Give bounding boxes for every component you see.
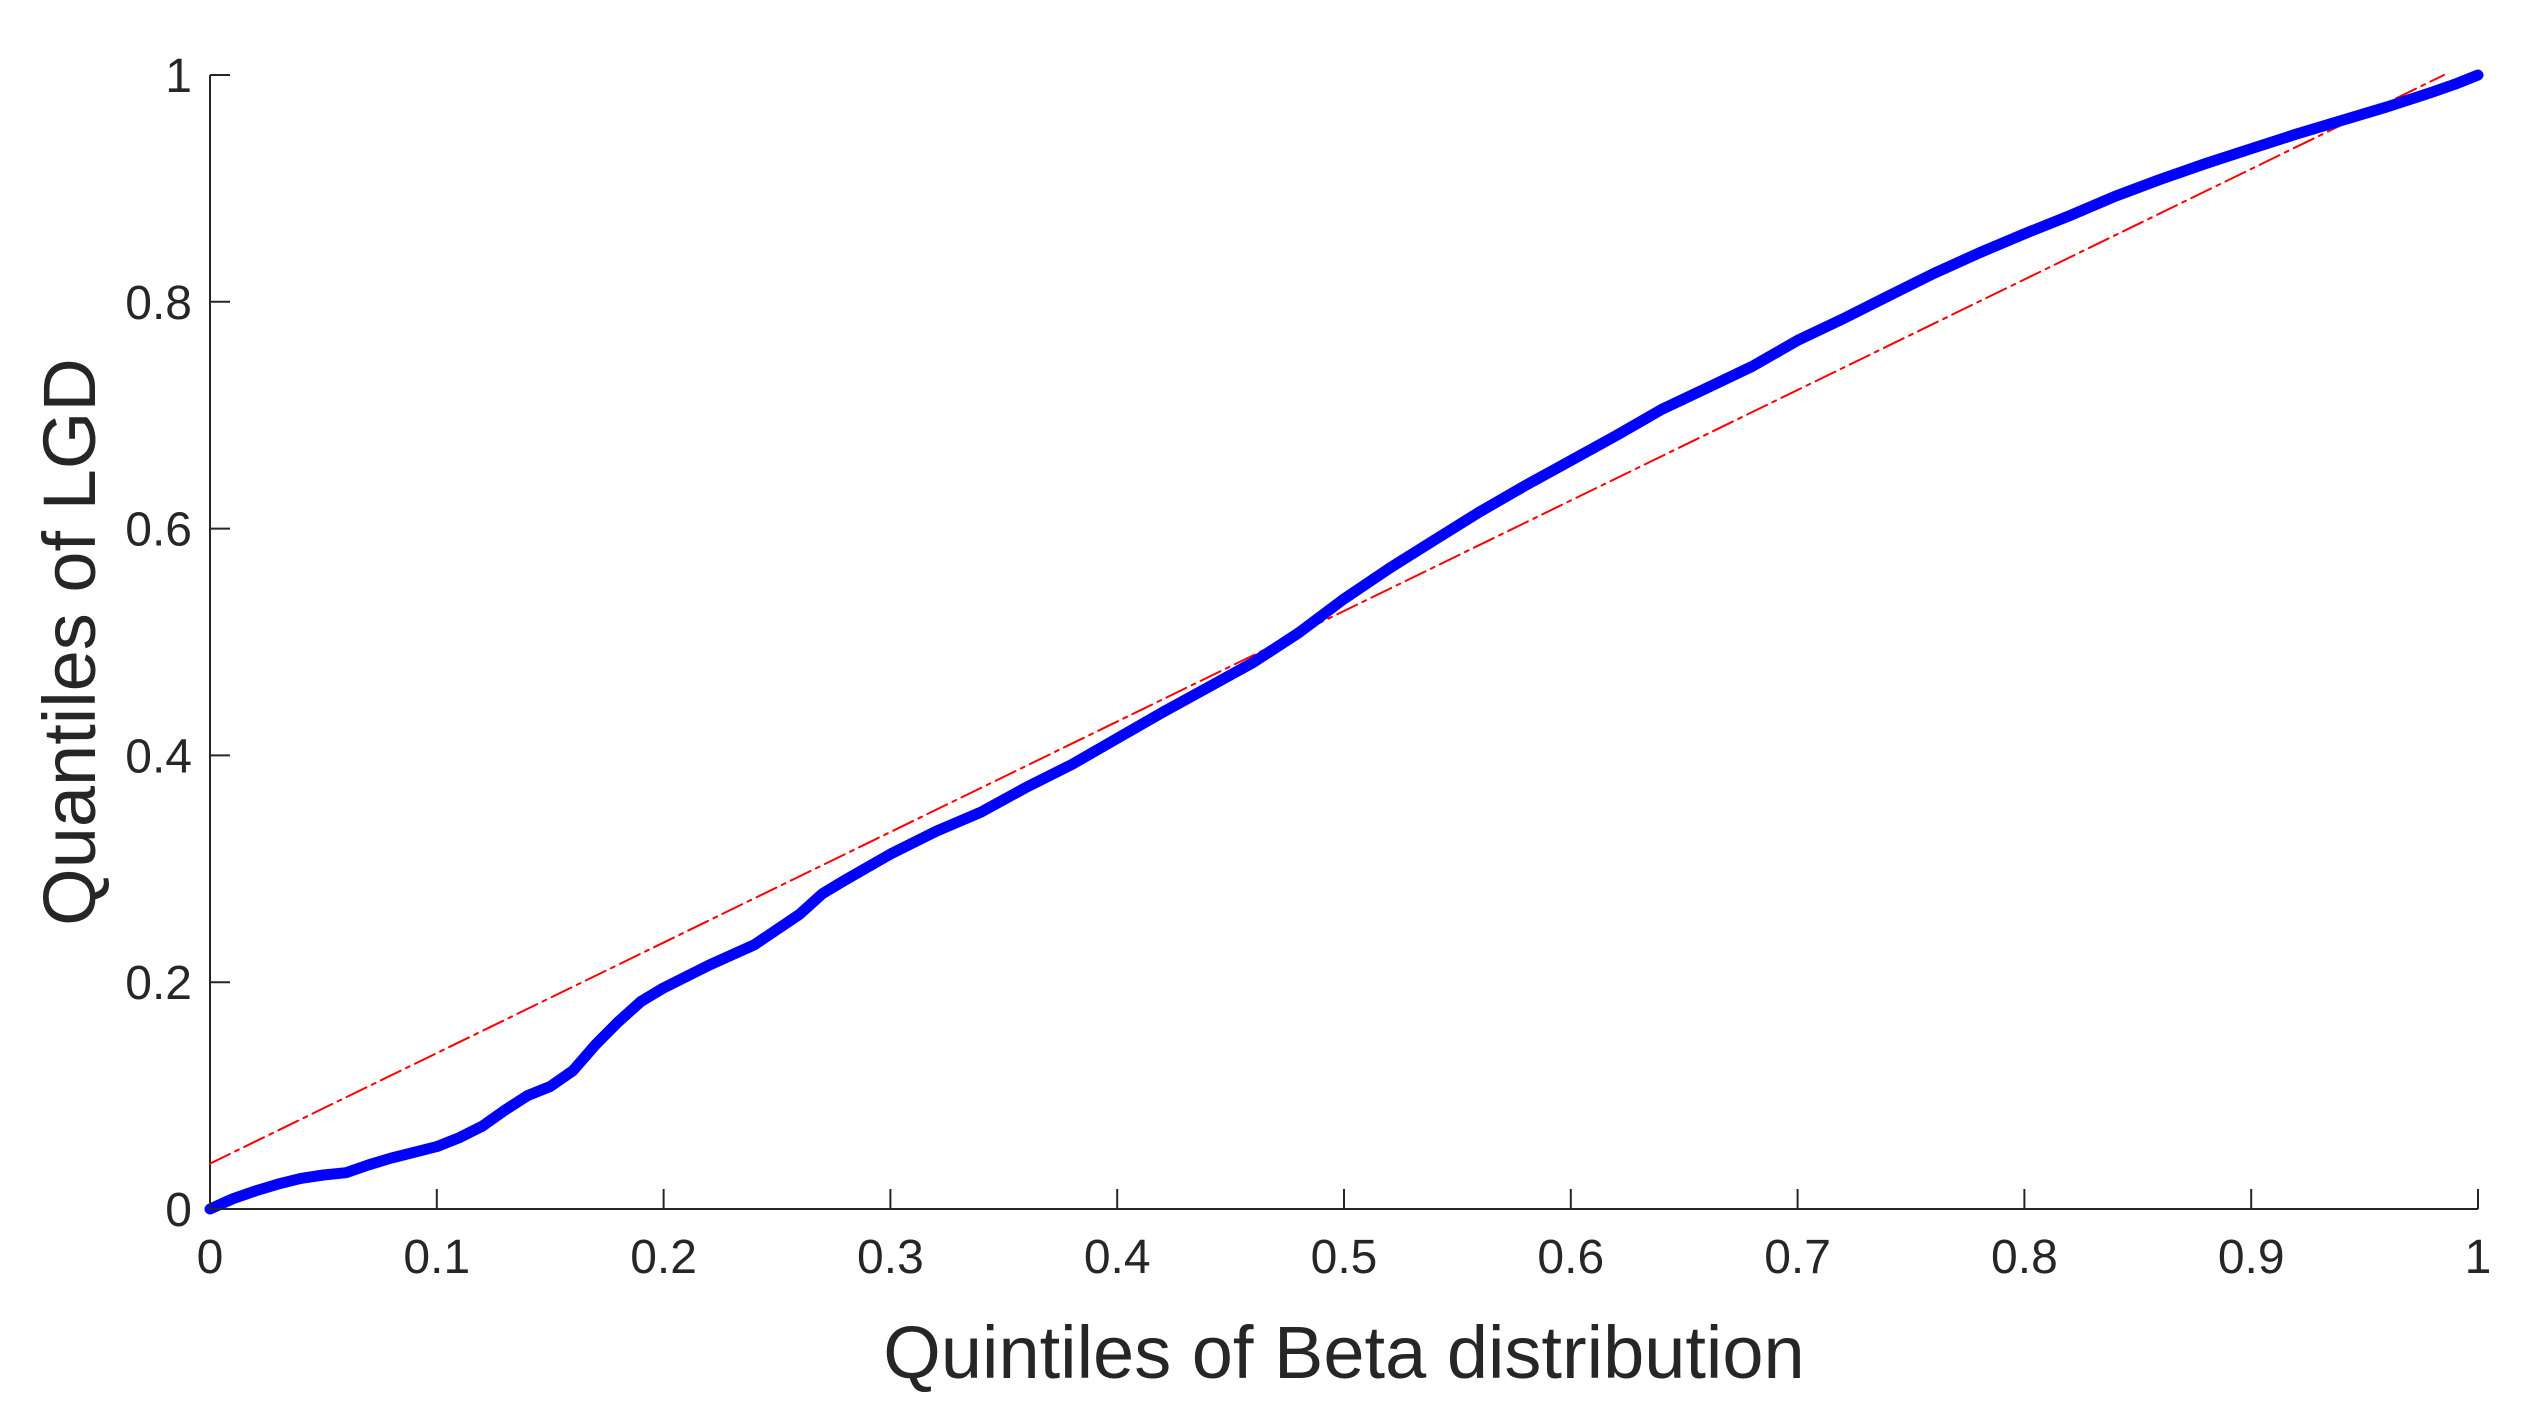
reference-line: [209, 74, 2445, 1165]
x-tick-label: 0.5: [1311, 1231, 1378, 1284]
y-tick-label: 1: [165, 50, 192, 103]
y-tick-label: 0.2: [125, 957, 192, 1010]
x-tick-label: 1: [2465, 1231, 2492, 1284]
ticks-layer: 0 0.1 0.2 0.3 0.4 0.5 0.6 0.7 0.8 0.9 1 0 0.2 0.4 0.6 0…: [125, 50, 2491, 1284]
x-tick-label: 0.9: [2218, 1231, 2285, 1284]
y-axis-title: Quantiles of LGD: [28, 358, 111, 926]
x-tick-label: 0.1: [403, 1231, 470, 1284]
y-tick-label: 0.8: [125, 277, 192, 330]
y-tick-label: 0.6: [125, 504, 192, 557]
y-tick-label: 0.4: [125, 730, 192, 783]
x-tick-label: 0.4: [1084, 1231, 1151, 1284]
series-layer: [204, 69, 2484, 1215]
x-tick-label: 0.2: [630, 1231, 697, 1284]
y-tick-label: 0: [165, 1184, 192, 1237]
x-tick-label: 0.3: [857, 1231, 924, 1284]
x-tick-label: 0.7: [1764, 1231, 1831, 1284]
axes: [209, 75, 2478, 1210]
x-tick-label: 0: [197, 1231, 224, 1284]
x-axis-title: Quintiles of Beta distribution: [883, 1311, 1804, 1394]
x-tick-label: 0.6: [1537, 1231, 1604, 1284]
lgd-quantile-curve: [204, 69, 2484, 1215]
x-tick-label: 0.8: [1991, 1231, 2058, 1284]
